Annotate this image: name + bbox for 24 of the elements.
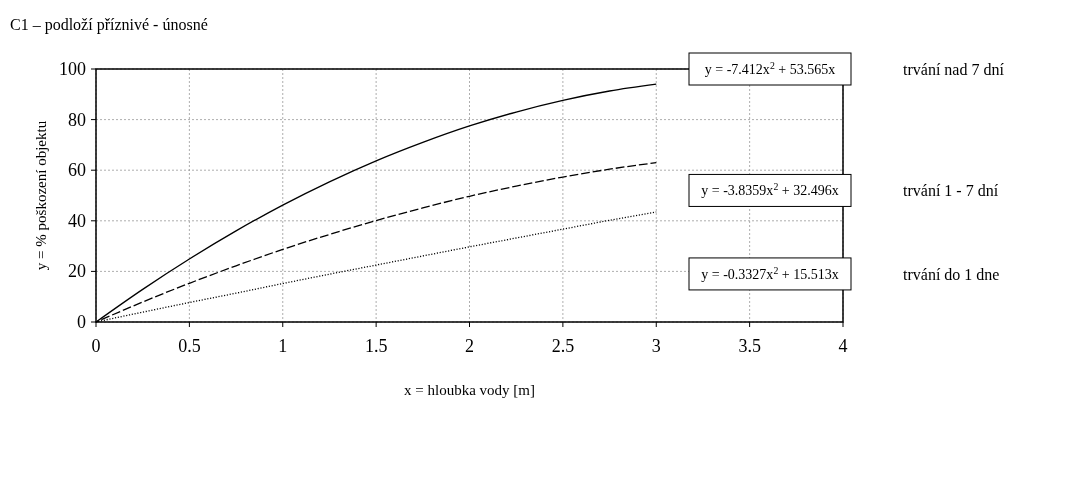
y-tick-label: 60 [68,160,86,181]
annotation: y = -7.412x$^{2}$ + 53.565x [704,59,836,77]
y-tick-label: 80 [68,109,86,130]
x-tick-label: 3.5 [738,336,761,356]
y-tick-label: 20 [68,261,86,282]
y-axis-title: y = % poškození objektu [33,120,49,271]
annotation: y = -3.8359x$^{2}$ + 32.496x [701,180,839,199]
y-tick-label: 40 [68,210,86,231]
x-tick-label: 0.5 [178,336,201,356]
x-tick-label: 2 [465,336,474,356]
x-tick-label: 0 [91,336,101,356]
y-tick-label: 0 [77,312,86,332]
text: trvání nad 7 dní [903,61,1005,78]
x-tick-label: 4 [838,336,848,356]
annotation: y = -0.3327x$^{2}$ + 15.513x [701,264,839,282]
x-tick-label: 3 [651,336,661,356]
x-tick-label: 1 [278,336,288,356]
y-tick-label: 100 [59,59,86,79]
text: trvání do 1 dne [903,265,1000,283]
x-tick-label: 1.5 [364,336,388,356]
chart-title: C1 – podloží příznivé - únosné [10,16,208,34]
x-tick-label: 2.5 [551,336,575,356]
text: trvání 1 - 7 dní [903,182,999,200]
x-axis-title: x = hloubka vody [m] [404,382,535,398]
